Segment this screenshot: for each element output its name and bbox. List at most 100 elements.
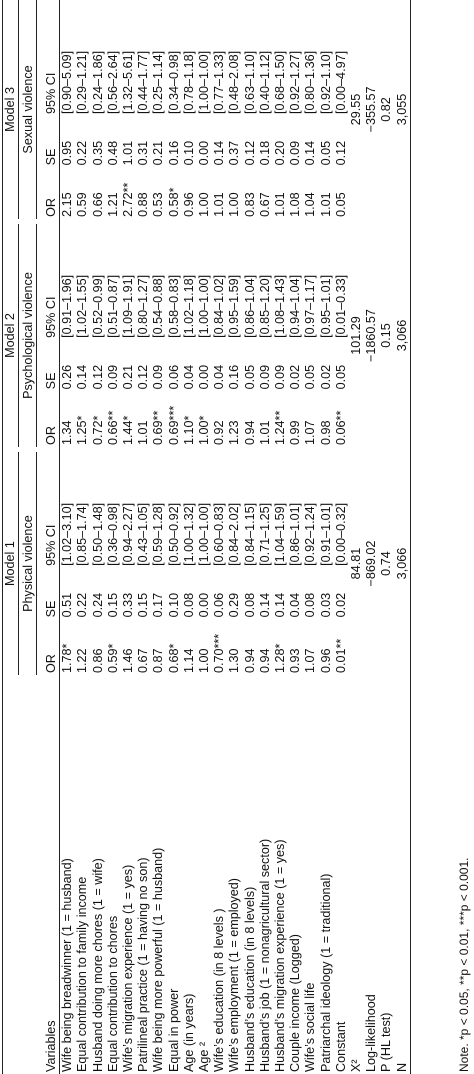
standard-error: 0.00 xyxy=(197,364,212,390)
odds-ratio: 1.14 xyxy=(181,648,196,674)
odds-ratio: 1.01 xyxy=(136,420,151,445)
outcome-psychological: Psychological violence xyxy=(18,224,37,447)
odds-ratio: 0.68* xyxy=(166,643,181,674)
confidence-interval: [0.43–1.05] xyxy=(136,502,151,566)
confidence-interval: [0.85–1.74] xyxy=(75,502,90,566)
column-gap xyxy=(60,447,76,452)
confidence-interval: [1.00–1.32] xyxy=(181,502,196,566)
stats-row: X² 84.81 101.29 29.55 xyxy=(349,0,364,1074)
standard-error: 0.21 xyxy=(151,140,166,166)
odds-ratio: 0.92 xyxy=(212,420,227,445)
outcome-sexual: Sexual violence xyxy=(18,0,37,219)
odds-ratio: 0.99 xyxy=(288,420,303,445)
table-row: Wife’s education (in 8 levels ) 0.70*** 0.… xyxy=(212,0,227,1074)
variable-label: Husband’s education (in 8 levels) xyxy=(242,886,257,1072)
odds-ratio: 0.94 xyxy=(257,648,272,674)
column-gap xyxy=(212,219,227,224)
standard-error: 0.18 xyxy=(257,140,272,166)
table-row: Wife’s employment (1 = employed) 1.30 0.29… xyxy=(227,0,242,1074)
column-gap xyxy=(136,219,151,224)
confidence-interval: [0.40–1.12] xyxy=(257,50,272,114)
standard-error: 0.04 xyxy=(181,364,196,390)
stats-row: Log-likelihood −869.02 −1860.57 −355.57 xyxy=(364,0,379,1074)
variable-label: Age ² xyxy=(197,1041,212,1072)
standard-error: 0.31 xyxy=(136,140,151,166)
column-gap xyxy=(197,219,212,224)
column-gap xyxy=(334,447,349,452)
standard-error: 0.10 xyxy=(166,592,181,618)
odds-ratio: 1.01 xyxy=(318,192,333,217)
confidence-interval: [0.34–0.98] xyxy=(166,50,181,114)
odds-ratio: 0.67 xyxy=(257,192,272,217)
standard-error: 0.12 xyxy=(242,140,257,166)
odds-ratio: 1.24** xyxy=(273,410,288,445)
se-header: SE xyxy=(36,567,60,620)
column-gap xyxy=(75,447,90,452)
odds-ratio: 0.86 xyxy=(90,648,105,674)
confidence-interval: [0.78–1.18] xyxy=(181,50,196,114)
confidence-interval: [0.92–1.27] xyxy=(288,50,303,114)
confidence-interval: [0.44–1.77] xyxy=(136,50,151,114)
column-gap xyxy=(273,219,288,224)
column-gap xyxy=(379,447,394,452)
confidence-interval: [0.91–1.01] xyxy=(318,502,333,566)
standard-error: 0.24 xyxy=(90,592,105,618)
standard-error: 0.26 xyxy=(60,364,75,390)
confidence-interval: [1.04–1.59] xyxy=(273,502,288,566)
stats-row: P (HL test) 0.74 0.15 0.82 xyxy=(379,0,394,1074)
odds-ratio: 0.94 xyxy=(242,648,257,674)
confidence-interval: [1.00–1.00] xyxy=(197,50,212,114)
confidence-interval: [0.90–5.09] xyxy=(60,50,75,114)
variable-label: Wife’s employment (1 = employed) xyxy=(227,878,242,1072)
confidence-interval: [0.84–2.02] xyxy=(227,502,242,566)
variable-label: Constant xyxy=(333,1021,348,1072)
variable-label: Wife being more powerful (1 = husband) xyxy=(151,847,166,1072)
confidence-interval: [0.50–1.48] xyxy=(90,502,105,566)
standard-error: 0.14 xyxy=(212,140,227,166)
table-row: Husband doing more chores (1 = wife) 0.86… xyxy=(91,0,106,1074)
column-gap xyxy=(364,447,379,452)
column-gap xyxy=(394,446,411,453)
odds-ratio: 0.69** xyxy=(151,410,166,445)
odds-ratio: 1.46 xyxy=(121,648,136,674)
column-gap xyxy=(319,447,334,452)
confidence-interval: [0.97–1.17] xyxy=(303,274,318,338)
odds-ratio: 0.06** xyxy=(333,410,348,445)
confidence-interval: [1.09–1.91] xyxy=(121,274,136,338)
standard-error: 0.00 xyxy=(197,592,212,618)
standard-error: 0.51 xyxy=(60,592,75,618)
standard-error: 0.08 xyxy=(181,592,196,618)
odds-ratio: 2.15 xyxy=(60,192,75,217)
confidence-interval: [0.52–0.99] xyxy=(90,274,105,338)
odds-ratio: 1.34 xyxy=(60,420,75,445)
variables-header: Variables xyxy=(36,675,60,1074)
standard-error: 0.15 xyxy=(136,592,151,618)
standard-error: 0.33 xyxy=(121,592,136,618)
column-gap xyxy=(182,447,197,452)
confidence-interval: [0.51–0.87] xyxy=(105,274,120,338)
stat-value: −1860.57 xyxy=(364,309,379,362)
confidence-interval: [0.95–1.01] xyxy=(318,274,333,338)
standard-error: 0.08 xyxy=(242,592,257,618)
variable-label: Wife’s migration experience (1 = yes) xyxy=(121,864,136,1072)
table-row: Wife being breadwinner (1 = husband) 1.78… xyxy=(60,0,76,1074)
model-2-heading: Model 2 xyxy=(2,224,19,447)
standard-error: 0.09 xyxy=(151,364,166,390)
standard-error: 0.21 xyxy=(121,364,136,390)
standard-error: 0.17 xyxy=(151,592,166,618)
confidence-interval: [0.48–2.08] xyxy=(227,50,242,114)
table-body: Wife being breadwinner (1 = husband) 1.78… xyxy=(60,0,411,1074)
odds-ratio: 0.66 xyxy=(90,192,105,217)
stat-value: 3,066 xyxy=(394,224,411,447)
confidence-interval: [1.00–1.00] xyxy=(197,502,212,566)
standard-error: 0.02 xyxy=(288,364,303,390)
odds-ratio: 1.25* xyxy=(75,415,90,445)
se-header: SE xyxy=(36,339,60,392)
confidence-interval: [0.36–0.98] xyxy=(105,502,120,566)
variable-label: Equal in power xyxy=(166,988,181,1072)
odds-ratio: 1.28* xyxy=(273,643,288,674)
ci-header: 95% CI xyxy=(36,0,60,116)
outcome-physical: Physical violence xyxy=(18,452,37,676)
standard-error: 0.12 xyxy=(333,140,348,166)
standard-error: 0.00 xyxy=(197,140,212,166)
